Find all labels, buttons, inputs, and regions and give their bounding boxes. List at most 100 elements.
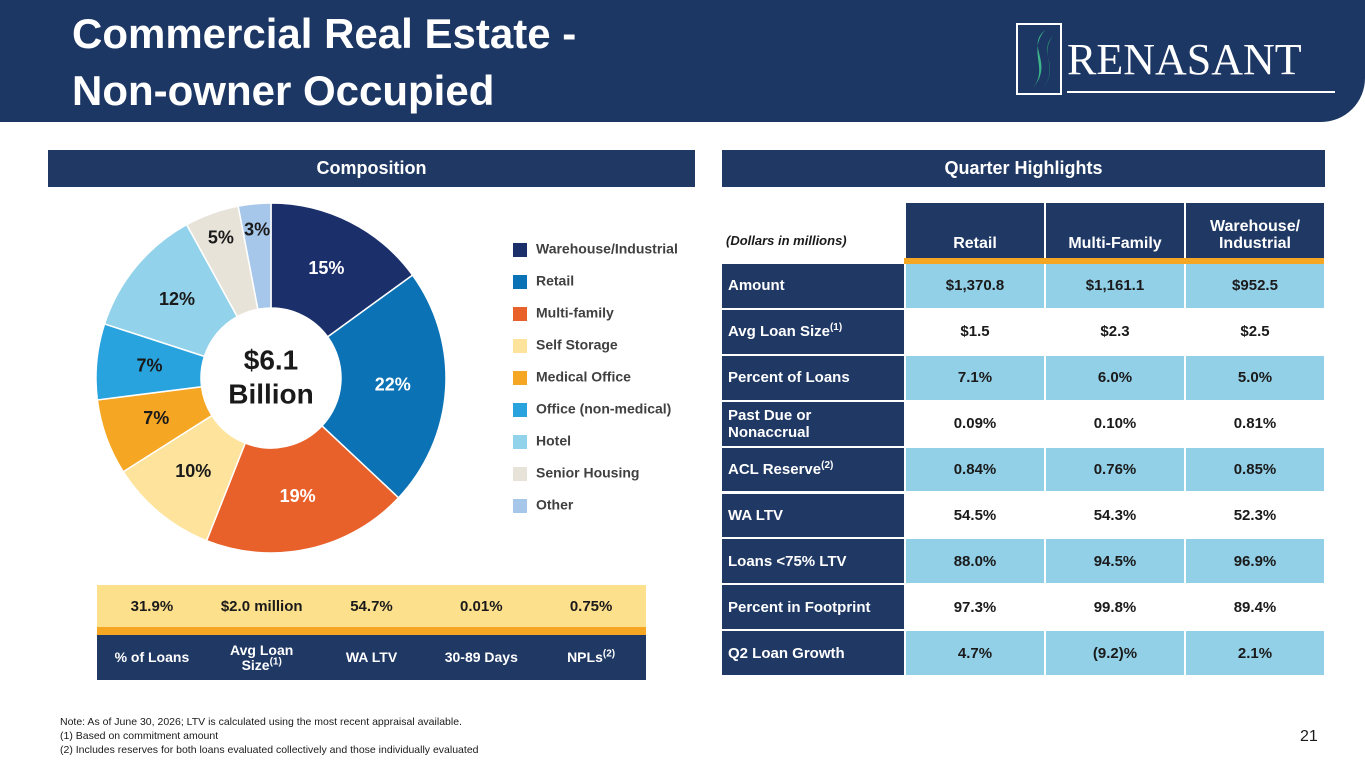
- summary-labels-band: [97, 635, 646, 680]
- pie-slice: [320, 274, 447, 499]
- footnote-ref: (1): [269, 655, 282, 667]
- slice-label: 7%: [137, 355, 163, 375]
- row-label-text: Past Due or Nonaccrual: [728, 407, 838, 441]
- summary-label: % of Loans: [97, 635, 207, 680]
- row-label-text: Q2 Loan Growth: [728, 645, 845, 662]
- table-cell: 0.81%: [1184, 401, 1324, 448]
- table-header: Warehouse/ Industrial: [1184, 203, 1324, 258]
- table-cell: $2.3: [1044, 309, 1184, 356]
- row-label: Avg Loan Size(1): [722, 309, 904, 356]
- pie-slice: [237, 202, 272, 311]
- slice-label: 5%: [208, 227, 234, 247]
- row-label: Percent in Footprint: [722, 585, 904, 632]
- legend-label: Multi-family: [536, 305, 614, 321]
- row-label: Percent of Loans: [722, 355, 904, 402]
- footnote-ref: (2): [821, 460, 834, 472]
- label-text: % of Loans: [114, 649, 190, 665]
- center-label: $6.1: [244, 344, 299, 375]
- table-header: (Dollars in millions): [726, 233, 847, 248]
- footnote: (2) Includes reserves for both loans eva…: [60, 744, 479, 756]
- label-text: WA LTV: [728, 506, 783, 524]
- label-text: Amount: [728, 277, 785, 295]
- logo: RENASANT: [1016, 23, 1335, 95]
- label-text: Avg Loan Size: [230, 641, 294, 673]
- label-text: 30-89 Days: [444, 649, 518, 665]
- table-cell: 97.3%: [904, 585, 1044, 632]
- center-label: Billion: [228, 378, 314, 409]
- summary-value: $2.0 million: [220, 597, 303, 615]
- logo-emblem: [1016, 23, 1062, 95]
- legend-label: Retail: [536, 273, 574, 289]
- slice-label: 12%: [159, 289, 195, 309]
- table-cell: 0.85%: [1184, 447, 1324, 494]
- logo-leaf: [1033, 30, 1045, 88]
- row-label: Past Due or Nonaccrual: [722, 401, 904, 448]
- summary-value: 54.7%: [350, 597, 393, 615]
- table-cell: 99.8%: [1044, 585, 1184, 632]
- summary-value: 31.9%: [130, 597, 174, 615]
- legend-label: Warehouse/Industrial: [536, 241, 678, 257]
- label-text: Percent of Loans: [728, 369, 850, 387]
- slice-label: 3%: [244, 219, 270, 239]
- label-text: Percent in Footprint: [728, 598, 871, 616]
- legend-label: Hotel: [536, 433, 571, 449]
- legend-swatch: [513, 307, 527, 321]
- table-cell: $1,161.1: [1044, 264, 1184, 310]
- summary-value: 0.01%: [460, 597, 503, 615]
- legend-swatch: [513, 243, 527, 257]
- page-number: 21: [1300, 728, 1318, 745]
- pie-slice: [270, 202, 414, 338]
- legend-swatch: [513, 275, 527, 289]
- label-text: Loans <75% LTV: [728, 552, 847, 570]
- legend-label: Medical Office: [536, 369, 631, 385]
- slide-title: Non-owner Occupied: [72, 67, 495, 114]
- label-text: Avg Loan Size: [728, 323, 830, 341]
- row-label-text: Percent of Loans: [728, 369, 850, 386]
- summary-divider: [97, 627, 646, 635]
- footnote: Note: As of June 30, 2026; LTV is calcul…: [60, 716, 462, 728]
- legend-label: Office (non-medical): [536, 401, 671, 417]
- table-cell: 7.1%: [904, 355, 1044, 402]
- legend-label: Other: [536, 497, 574, 513]
- row-label-text: Loans <75% LTV: [728, 553, 847, 570]
- summary-value: 0.75%: [569, 597, 613, 615]
- table-cell: 94.5%: [1044, 539, 1184, 586]
- row-label-text: ACL Reserve(2): [728, 460, 834, 479]
- table-header: Retail: [904, 203, 1044, 258]
- legend-swatch: [513, 467, 527, 481]
- header-band: [0, 0, 1365, 122]
- table-cell: $2.5: [1184, 309, 1324, 356]
- logo-text: RENASANT: [1067, 35, 1302, 84]
- table-cell: 89.4%: [1184, 585, 1324, 632]
- table-cell: 2.1%: [1184, 631, 1324, 678]
- table-cell: $952.5: [1184, 264, 1324, 310]
- table-header: Multi-Family: [1044, 203, 1184, 258]
- footnote: (1) Based on commitment amount: [60, 730, 219, 742]
- section-header: Composition: [48, 150, 695, 187]
- summary-label-text: NPLs(2): [567, 648, 616, 665]
- slice-label: 22%: [375, 374, 411, 394]
- summary-label-text: Avg Loan Size(1): [222, 641, 302, 673]
- row-label-text: WA LTV: [728, 507, 783, 524]
- table-cell: 0.09%: [904, 401, 1044, 448]
- footnote-ref: (2): [602, 648, 616, 660]
- legend-label: Self Storage: [536, 337, 618, 353]
- summary-label: Avg Loan Size(1): [207, 635, 317, 680]
- table-cell: 0.10%: [1044, 401, 1184, 448]
- table-cell: $1.5: [904, 309, 1044, 356]
- row-label: WA LTV: [722, 493, 904, 540]
- legend-swatch: [513, 339, 527, 353]
- table-cell: 54.5%: [904, 493, 1044, 540]
- table-cell: (9.2)%: [1044, 631, 1184, 678]
- table-cell: 0.76%: [1044, 447, 1184, 494]
- table-cell: 88.0%: [904, 539, 1044, 586]
- slice-label: 15%: [308, 258, 344, 278]
- table-cell: 6.0%: [1044, 355, 1184, 402]
- summary-label-text: % of Loans: [115, 650, 190, 665]
- legend-swatch: [513, 499, 527, 513]
- table-cell: 5.0%: [1184, 355, 1324, 402]
- summary-label: NPLs(2): [536, 635, 646, 680]
- row-label: Loans <75% LTV: [722, 539, 904, 586]
